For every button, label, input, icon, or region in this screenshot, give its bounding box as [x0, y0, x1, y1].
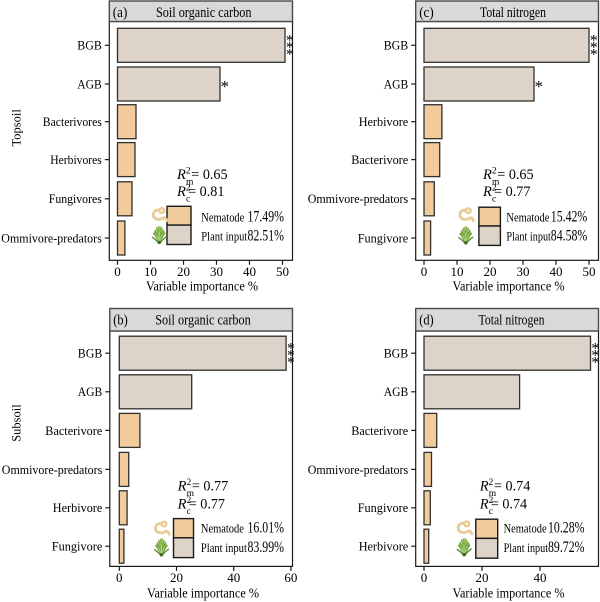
svg-text:Total nitrogen: Total nitrogen	[479, 312, 545, 328]
svg-text:20: 20	[170, 570, 183, 585]
svg-text:R2m= 0.77: R2 m= 0.77	[177, 478, 229, 499]
svg-text:*: *	[591, 340, 599, 357]
svg-text:*: *	[286, 40, 294, 57]
svg-text:Nematode: Nematode	[201, 210, 244, 225]
svg-text:50: 50	[583, 264, 596, 279]
svg-text:*: *	[287, 354, 295, 371]
svg-text:Soil organic carbon: Soil organic carbon	[156, 5, 252, 21]
svg-text:40: 40	[227, 570, 240, 585]
svg-text:0: 0	[116, 570, 123, 585]
svg-text:40: 40	[550, 264, 563, 279]
svg-text:Fungivores: Fungivores	[49, 192, 102, 206]
svg-text:Soil organic carbon: Soil organic carbon	[155, 312, 251, 328]
svg-text:10: 10	[451, 264, 464, 279]
svg-text:Bacterivore: Bacterivore	[351, 153, 408, 167]
svg-text:10: 10	[144, 264, 157, 279]
svg-text:20: 20	[476, 570, 489, 585]
svg-text:*: *	[286, 33, 294, 50]
svg-text:Nematode: Nematode	[504, 520, 547, 535]
svg-text:84.58%: 84.58%	[551, 228, 588, 245]
svg-text:R2c= 0.74: R2 c= 0.74	[479, 496, 528, 517]
svg-text:*: *	[221, 77, 229, 96]
svg-text:0: 0	[421, 570, 428, 585]
svg-text:*: *	[286, 47, 294, 64]
svg-text:Fungivore: Fungivore	[358, 231, 409, 245]
svg-text:(b): (b)	[113, 312, 128, 328]
svg-text:82.51%: 82.51%	[248, 228, 285, 245]
svg-text:R2m= 0.65: R2 m= 0.65	[482, 167, 534, 188]
svg-text:Nematode: Nematode	[201, 520, 244, 535]
svg-text:40: 40	[243, 264, 256, 279]
svg-text:AGB: AGB	[384, 385, 409, 399]
svg-text:Herbivore: Herbivore	[359, 115, 409, 129]
svg-text:15.42%: 15.42%	[551, 209, 588, 226]
svg-text:R2c= 0.81: R2 c= 0.81	[176, 184, 224, 205]
svg-text:*: *	[287, 347, 295, 364]
svg-text:0: 0	[421, 264, 428, 279]
svg-text:Fungivore: Fungivore	[52, 540, 103, 554]
svg-text:*: *	[591, 347, 599, 364]
svg-text:89.72%: 89.72%	[548, 539, 585, 556]
svg-text:60: 60	[284, 570, 297, 585]
svg-text:Plant input: Plant input	[201, 229, 247, 244]
svg-text:Variable importance %: Variable importance %	[453, 280, 565, 295]
svg-text:Ommivore-predators: Ommivore-predators	[2, 463, 103, 477]
svg-text:*: *	[287, 340, 295, 357]
svg-text:83.99%: 83.99%	[248, 539, 285, 556]
svg-text:16.01%: 16.01%	[248, 519, 285, 536]
svg-text:R2c= 0.77: R2 c= 0.77	[177, 496, 225, 517]
svg-text:30: 30	[210, 264, 223, 279]
svg-text:BGB: BGB	[384, 347, 409, 361]
svg-text:*: *	[591, 354, 599, 371]
svg-text:*: *	[590, 40, 598, 57]
svg-text:*: *	[590, 33, 598, 50]
svg-text:Herbivore: Herbivore	[53, 501, 103, 515]
svg-text:50: 50	[276, 264, 289, 279]
svg-text:Ommivore-predators: Ommivore-predators	[308, 192, 409, 206]
svg-text:*: *	[590, 47, 598, 64]
svg-text:Herbivores: Herbivores	[50, 153, 102, 167]
svg-text:AGB: AGB	[77, 77, 102, 91]
svg-text:Variable importance %: Variable importance %	[147, 586, 259, 601]
svg-text:20: 20	[177, 264, 190, 279]
svg-text:Bacterivore: Bacterivore	[351, 424, 408, 438]
svg-text:10.28%: 10.28%	[548, 519, 585, 536]
svg-text:Fungivore: Fungivore	[358, 501, 409, 515]
svg-text:Ommivore-predators: Ommivore-predators	[308, 463, 409, 477]
svg-text:R2m= 0.74: R2 m= 0.74	[479, 478, 531, 499]
svg-text:(c): (c)	[419, 5, 434, 21]
svg-text:Nematode: Nematode	[506, 210, 549, 225]
svg-text:Total nitrogen: Total nitrogen	[480, 5, 546, 21]
svg-text:Subsoil: Subsoil	[10, 404, 24, 442]
svg-text:40: 40	[534, 570, 547, 585]
svg-text:17.49%: 17.49%	[248, 209, 285, 226]
svg-text:(d): (d)	[419, 312, 434, 328]
svg-text:Topsoil: Topsoil	[10, 109, 24, 147]
svg-text:0: 0	[114, 264, 121, 279]
svg-text:Ommivore-predators: Ommivore-predators	[1, 231, 102, 245]
svg-text:20: 20	[484, 264, 497, 279]
svg-text:R2m= 0.65: R2 m= 0.65	[176, 167, 228, 188]
svg-text:Variable importance %: Variable importance %	[146, 280, 258, 295]
svg-text:Variable importance %: Variable importance %	[453, 586, 565, 601]
svg-text:AGB: AGB	[78, 385, 103, 399]
svg-text:BGB: BGB	[384, 39, 409, 53]
svg-text:BGB: BGB	[78, 347, 103, 361]
svg-text:R2c= 0.77: R2 c= 0.77	[482, 184, 530, 205]
svg-text:*: *	[535, 77, 543, 96]
svg-text:BGB: BGB	[77, 39, 102, 53]
svg-text:Plant input: Plant input	[504, 540, 549, 555]
svg-text:Plant input: Plant input	[506, 229, 551, 244]
svg-text:30: 30	[517, 264, 530, 279]
svg-text:Bacterivore: Bacterivore	[45, 424, 102, 438]
svg-text:Herbivore: Herbivore	[359, 540, 409, 554]
svg-text:Plant input: Plant input	[201, 540, 247, 555]
svg-text:(a): (a)	[113, 5, 128, 21]
svg-text:Bacterivores: Bacterivores	[43, 115, 102, 129]
svg-text:AGB: AGB	[384, 77, 409, 91]
